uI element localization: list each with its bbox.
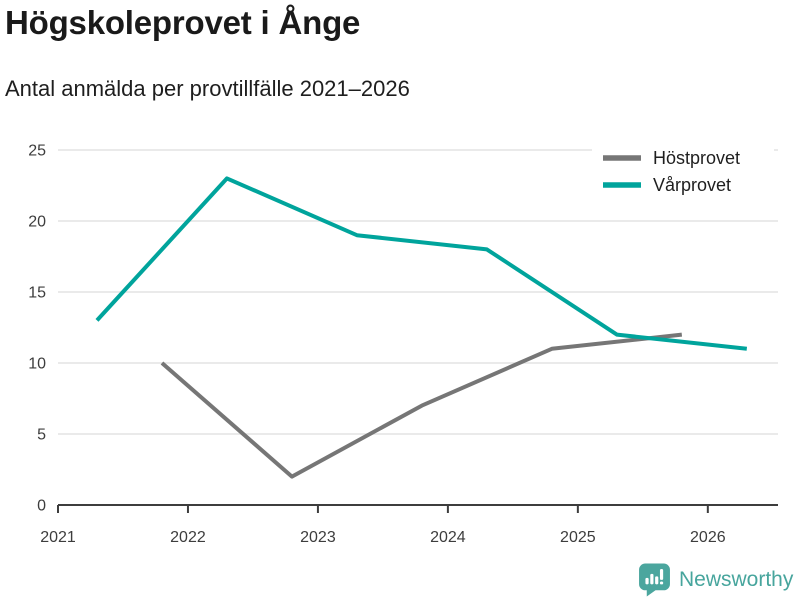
series-line-höstprovet [160,332,683,479]
newsworthy-logo-icon [639,563,670,597]
x-tick-label: 2023 [300,529,336,546]
y-tick-label: 5 [37,427,46,444]
y-tick-label: 10 [28,356,46,373]
y-tick-label: 0 [37,498,46,515]
legend-label: Vårprovet [653,175,731,195]
y-tick-label: 20 [28,214,46,231]
brand-name: Newsworthy [679,568,794,591]
brand-footer: Newsworthy [638,563,793,597]
x-tick-label: 2024 [430,529,466,546]
x-tick-label: 2021 [40,529,76,546]
x-tick-label: 2025 [560,529,596,546]
chart-subtitle: Antal anmälda per provtillfälle 2021–202… [5,76,410,101]
y-tick-label: 15 [28,285,46,302]
x-tick-label: 2022 [170,529,206,546]
legend-background [592,140,774,198]
y-tick-label: 25 [28,143,46,160]
x-tick-label: 2026 [690,529,726,546]
series-line-vårprovet [95,176,748,351]
legend-label: Höstprovet [653,148,740,168]
chart-title: Högskoleprovet i Ånge [5,4,361,41]
